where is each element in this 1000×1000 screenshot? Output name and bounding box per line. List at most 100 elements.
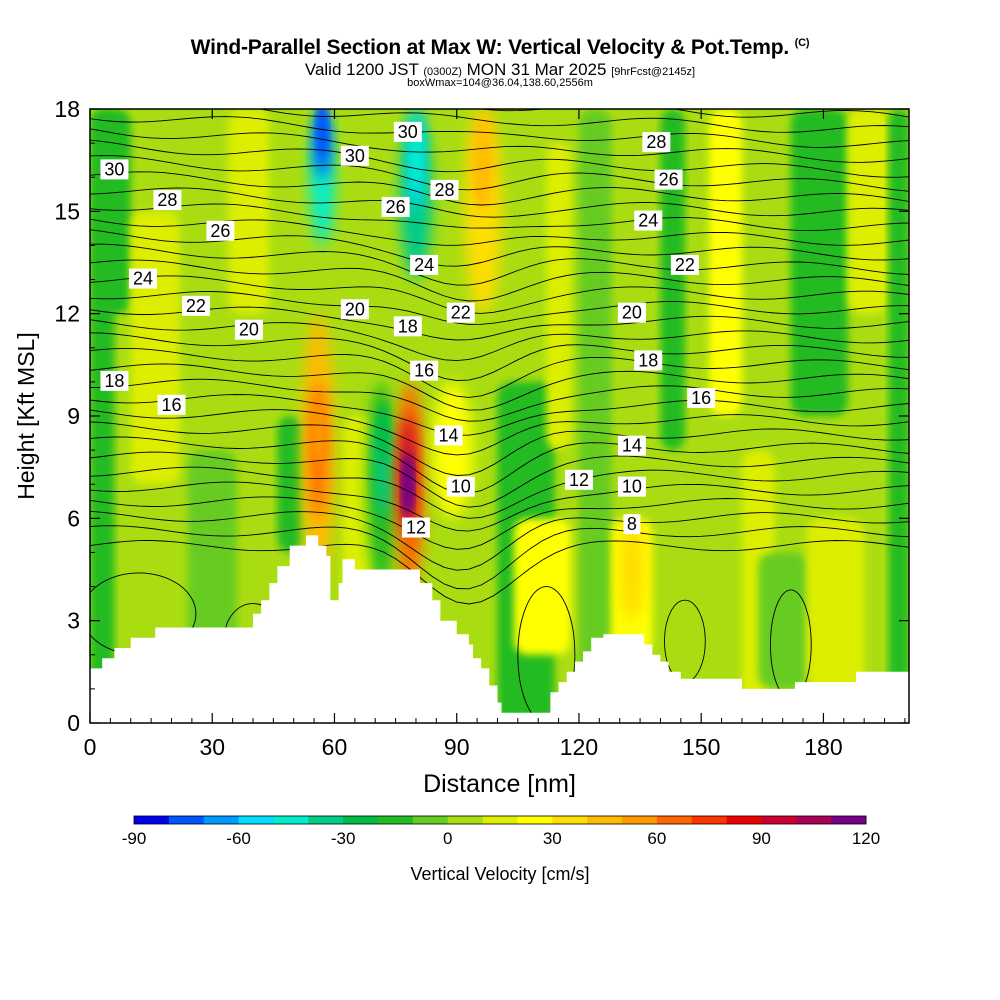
contour-label-text: 24 — [133, 269, 153, 289]
contour-label: 28 — [430, 179, 459, 200]
contour-label: 28 — [642, 132, 671, 153]
updraft-core — [401, 454, 414, 515]
y-tick-label: 12 — [54, 301, 80, 327]
isentrope-line — [477, 109, 909, 118]
x-tick-label: 90 — [444, 734, 470, 760]
contour-label: 28 — [153, 190, 182, 211]
contour-label-text: 20 — [622, 303, 642, 323]
y-tick-label: 0 — [67, 710, 80, 736]
colorbar-tick-label: 120 — [852, 829, 880, 848]
velocity-band — [513, 518, 571, 655]
colorbar-segment — [273, 816, 309, 824]
colorbar-segment — [168, 816, 205, 824]
x-tick-label: 150 — [682, 734, 720, 760]
valid-date: MON 31 Mar 2025 — [466, 60, 607, 79]
isentrope-line — [90, 203, 909, 232]
velocity-band — [578, 109, 612, 723]
contour-label: 18 — [634, 350, 663, 371]
contour-label-text: 10 — [451, 477, 471, 497]
contour-label-text: 20 — [239, 320, 259, 340]
colorbar-segment — [343, 816, 379, 824]
colorbar-segment — [482, 816, 518, 824]
velocity-band — [807, 518, 865, 689]
y-tick-label: 15 — [54, 198, 80, 224]
colorbar-segment — [412, 816, 449, 824]
contour-label: 22 — [446, 302, 475, 323]
contour-label-text: 8 — [627, 514, 637, 534]
velocity-band — [888, 109, 909, 723]
contour-label-text: 26 — [210, 221, 230, 241]
isentrope-line — [90, 363, 909, 411]
contour-label-text: 28 — [434, 180, 454, 200]
isentrope-line — [90, 409, 909, 456]
contour-label-text: 22 — [451, 303, 471, 323]
contour-label-text: 18 — [104, 371, 124, 391]
contour-label: 20 — [340, 299, 369, 320]
contour-label: 16 — [687, 387, 716, 408]
contour-label-text: 18 — [398, 316, 418, 336]
isentrope-line — [90, 319, 909, 362]
colorbar-segment — [796, 816, 832, 824]
axes: 0 30 60 90 120 150 180 0 3 6 9 12 15 18 Distance [nm] H… — [13, 96, 909, 798]
updraft-plume — [619, 518, 645, 621]
contour-label: 30 — [100, 159, 129, 180]
contour-label-text: 22 — [675, 255, 695, 275]
y-tick-label: 3 — [67, 608, 80, 634]
isentrope-line — [258, 109, 909, 133]
isentrope-line — [90, 171, 909, 206]
velocity-band — [277, 416, 302, 553]
contour-label-text: 16 — [161, 395, 181, 415]
updraft-core — [475, 147, 488, 208]
colorbar-segment — [134, 816, 170, 824]
contour-label-text: 28 — [157, 190, 177, 210]
isentrope-line — [90, 155, 909, 192]
colorbar-tick-label: -30 — [331, 829, 356, 848]
contour-label-text: 30 — [104, 159, 124, 179]
contour-label: 12 — [564, 469, 593, 490]
isentrope-line — [90, 306, 909, 341]
isentrope-line — [90, 332, 909, 381]
valid-zulu: (0300Z) — [423, 66, 462, 78]
colorbar: -90 -60 -30 0 30 60 90 120 Vertical Velocity [cm… — [122, 815, 880, 884]
contour-label-text: 24 — [638, 211, 658, 231]
velocity-band — [709, 109, 742, 416]
contour-label-text: 12 — [406, 518, 426, 538]
isentrope-line — [90, 481, 909, 532]
contour-label-text: 26 — [659, 170, 679, 190]
contour-label-text: 16 — [691, 388, 711, 408]
colorbar-segment — [308, 816, 344, 824]
velocity-band — [228, 109, 270, 314]
contour-label: 30 — [340, 145, 369, 166]
downdraft-core — [377, 403, 390, 464]
velocity-band — [758, 552, 808, 689]
contour-label: 24 — [128, 268, 157, 289]
colorbar-segment — [447, 816, 484, 824]
colorbar-tick-label: 30 — [543, 829, 562, 848]
colorbar-segment — [203, 816, 240, 824]
velocity-band — [660, 109, 685, 451]
chart-title-text: Wind-Parallel Section at Max W: Vertical… — [190, 36, 790, 59]
colorbar-title: Vertical Velocity [cm/s] — [410, 864, 589, 884]
isentrope-line — [90, 139, 909, 178]
isentrope-line — [90, 291, 909, 325]
colorbar-segment — [691, 816, 728, 824]
contour-label-text: 26 — [386, 197, 406, 217]
contour-label: 16 — [410, 360, 439, 381]
contour-label-text: 16 — [414, 361, 434, 381]
contour-label: 20 — [617, 302, 646, 323]
isentrope-line — [90, 394, 909, 436]
contour-label: 10 — [446, 476, 475, 497]
isentrope-line — [90, 525, 909, 590]
contour-label: 16 — [157, 394, 186, 415]
colorbar-segment — [761, 816, 797, 824]
contour-label: 14 — [617, 435, 646, 456]
contour-label: 14 — [434, 425, 463, 446]
x-tick-label: 60 — [322, 734, 348, 760]
contour-label: 24 — [410, 255, 439, 275]
isentrope-line — [90, 259, 909, 302]
contour-label: 24 — [634, 210, 663, 231]
forecast-info: [9hrFcst@2145z] — [611, 66, 696, 78]
colorbar-segment — [831, 816, 867, 824]
terrain-fill — [90, 535, 909, 723]
